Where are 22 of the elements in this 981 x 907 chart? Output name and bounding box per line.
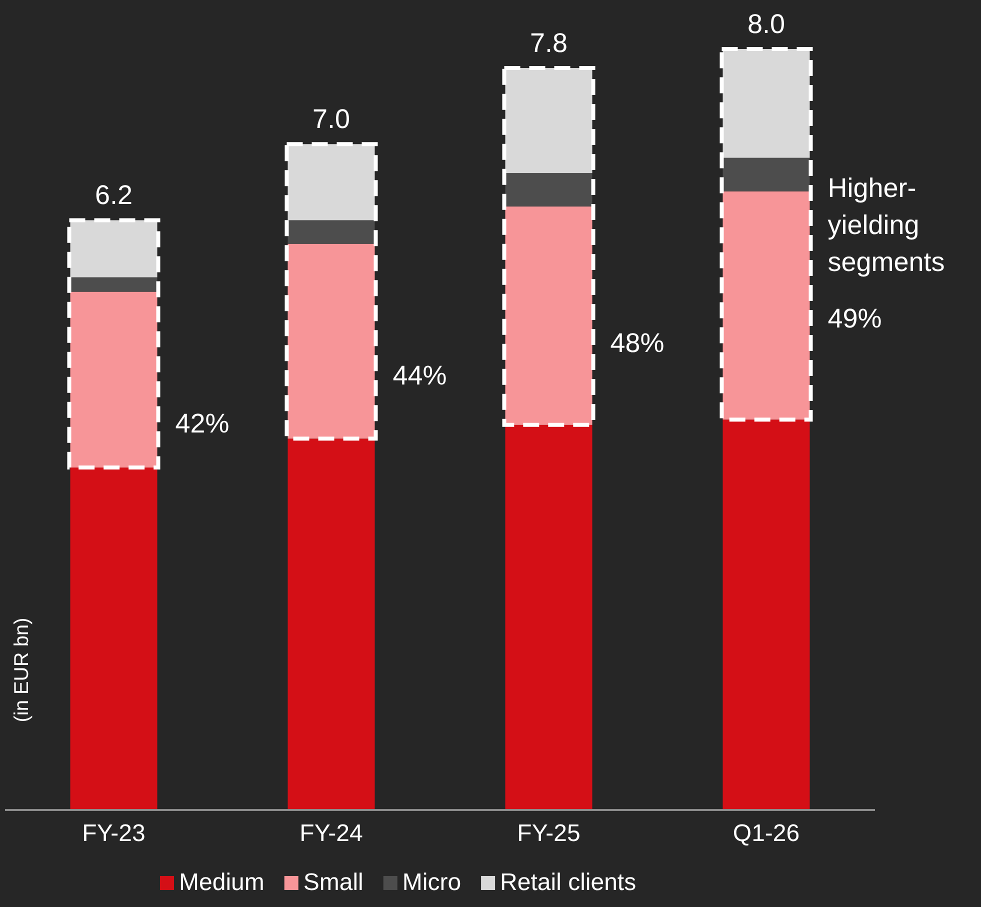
x-tick-label: FY-24 xyxy=(300,820,363,848)
bar xyxy=(70,220,158,278)
annotation: 42% xyxy=(175,408,230,439)
annotation: Higher-yielding segments xyxy=(828,173,945,277)
legend-label: Medium xyxy=(179,869,264,896)
bar xyxy=(70,277,158,292)
legend-label: Retail clients xyxy=(500,869,636,896)
x-tick-label: Q1-26 xyxy=(732,820,800,848)
text: 8.0 xyxy=(747,9,786,39)
legend-label: Micro xyxy=(402,869,462,896)
x-tick-label: FY-23 xyxy=(82,820,146,848)
annotation: 7.0 xyxy=(312,104,350,134)
annotation: 7.8 xyxy=(530,28,568,58)
annotation: 48% xyxy=(610,328,664,358)
bar xyxy=(288,144,375,220)
annotation: 6.2 xyxy=(94,180,133,210)
x-tick-label: FY-25 xyxy=(517,820,580,848)
annotation: 44% xyxy=(392,360,447,391)
legend-label: Small xyxy=(303,869,364,896)
annotation: 49% xyxy=(828,304,882,334)
y-axis-title: (in EUR bn) xyxy=(11,618,33,722)
bar xyxy=(288,220,375,244)
